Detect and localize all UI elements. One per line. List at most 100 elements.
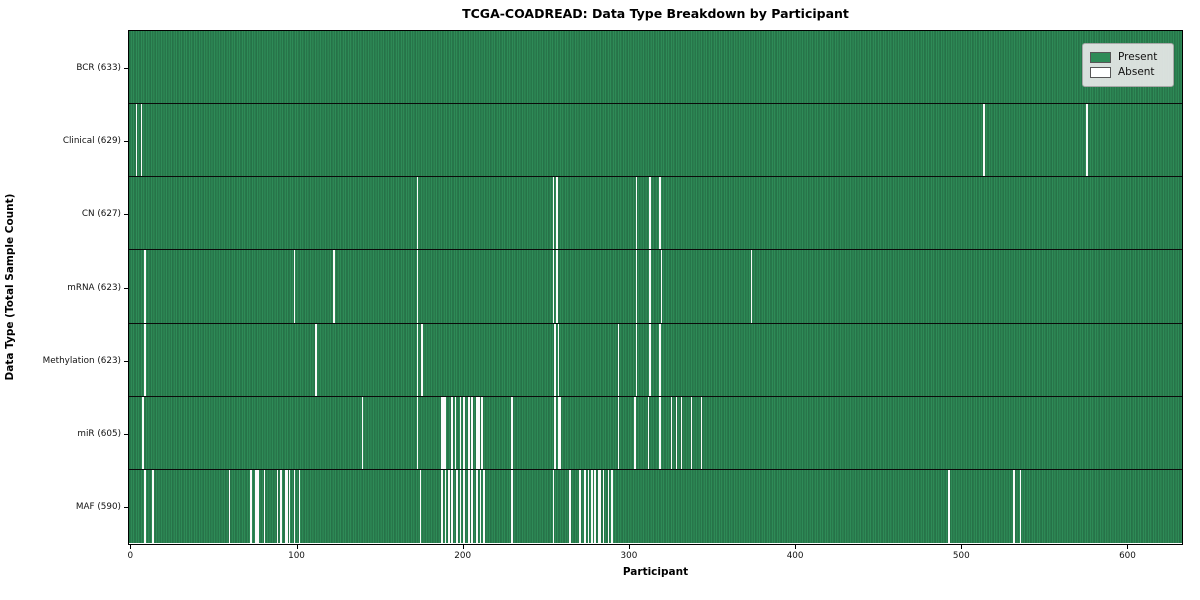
y-tick-mark (124, 433, 128, 435)
absent-line (617, 396, 620, 469)
absent-line (263, 469, 266, 543)
absent-line (416, 396, 419, 469)
absent-line (552, 469, 555, 543)
absent-line (569, 469, 571, 543)
absent-line (554, 396, 557, 469)
absent-line (293, 469, 296, 543)
x-tick-label-500: 500 (952, 551, 970, 561)
absent-line (481, 396, 483, 469)
absent-line (556, 177, 558, 250)
absent-line (468, 469, 470, 543)
absent-line (649, 250, 651, 323)
absent-line (228, 469, 231, 543)
absent-line (479, 469, 482, 543)
absent-line (333, 250, 335, 323)
absent-line (649, 177, 651, 250)
absent-line (476, 396, 478, 469)
absent-line (552, 250, 555, 323)
legend-label-absent: Absent (1118, 66, 1155, 78)
absent-line (659, 396, 661, 469)
absent-line (441, 396, 444, 469)
absent-line (468, 396, 470, 469)
heatmap-row-cn (129, 177, 1182, 251)
absent-line (750, 250, 753, 323)
absent-line (288, 469, 291, 543)
absent-line (594, 469, 596, 543)
absent-line (660, 250, 663, 323)
absent-line (610, 469, 613, 543)
absent-line (584, 469, 586, 543)
y-tick-mark (124, 360, 128, 362)
heatmap-rows (129, 31, 1182, 543)
absent-line (557, 323, 560, 396)
heatmap-row-maf (129, 469, 1182, 543)
x-tick-label-400: 400 (786, 551, 804, 561)
absent-line (482, 469, 485, 543)
x-tick-label-0: 0 (127, 551, 134, 561)
absent-line (441, 469, 444, 543)
absent-line (459, 396, 462, 469)
absent-line (617, 323, 620, 396)
absent-line (250, 469, 252, 543)
absent-line (315, 323, 317, 396)
absent-line (948, 469, 950, 543)
absent-line (557, 396, 560, 469)
absent-line (280, 469, 282, 543)
y-tick-mark (124, 214, 128, 216)
absent-line (659, 177, 661, 250)
absent-line (454, 396, 457, 469)
y-tick-label-maf: MAF (590) (75, 501, 121, 512)
absent-line (559, 396, 562, 469)
x-tick-label-200: 200 (454, 551, 472, 561)
absent-line (293, 250, 296, 323)
absent-line (647, 396, 650, 469)
absent-line (416, 250, 419, 323)
absent-line (463, 469, 465, 543)
absent-line (690, 396, 693, 469)
absent-line (298, 469, 301, 543)
x-tick-label-300: 300 (620, 551, 638, 561)
heatmap-row-mrna (129, 250, 1182, 324)
absent-line (680, 396, 683, 469)
absent-line (602, 469, 605, 543)
x-tick-mark (296, 545, 298, 549)
absent-line (276, 469, 279, 543)
absent-line (511, 396, 513, 469)
x-tick-mark (1127, 545, 1129, 549)
absent-line (152, 469, 154, 543)
absent-line (448, 469, 450, 543)
y-tick-mark (124, 141, 128, 143)
absent-line (444, 469, 447, 543)
absent-line (361, 396, 364, 469)
absent-line (552, 177, 555, 250)
absent-line (421, 323, 424, 396)
absent-line (419, 469, 422, 543)
x-tick-mark (795, 545, 797, 549)
x-tick-label-100: 100 (288, 551, 305, 561)
absent-line (659, 323, 661, 396)
absent-line (471, 396, 473, 469)
absent-line (597, 469, 600, 543)
absent-line (983, 104, 985, 177)
absent-line (700, 396, 703, 469)
absent-line (443, 396, 445, 469)
legend-label-present: Present (1118, 51, 1158, 63)
legend-swatch-present (1090, 52, 1111, 63)
absent-line (1019, 469, 1022, 543)
absent-line (459, 469, 462, 543)
absent-line (143, 323, 146, 396)
absent-line (476, 469, 478, 543)
y-tick-label-mrna: mRNA (623) (67, 282, 121, 293)
absent-line (635, 323, 638, 396)
y-axis-label: Data Type (Total Sample Count) (4, 193, 16, 381)
absent-line (1086, 104, 1088, 177)
y-tick-label-mir: miR (605) (77, 428, 121, 439)
absent-line (635, 250, 638, 323)
y-tick-label-clinical: Clinical (629) (62, 136, 121, 147)
absent-line (416, 177, 419, 250)
absent-line (649, 323, 651, 396)
absent-line (456, 469, 458, 543)
heatmap-row-mir (129, 396, 1182, 470)
absent-line (1013, 469, 1015, 543)
